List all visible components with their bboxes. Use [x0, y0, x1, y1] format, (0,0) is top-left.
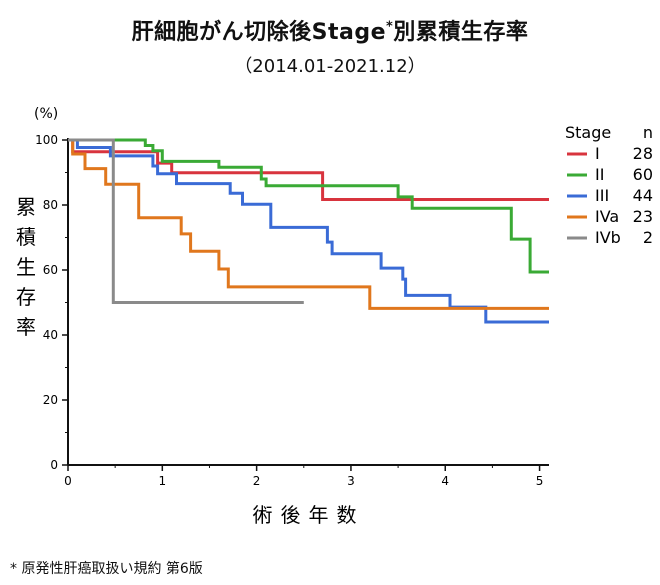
x-tick-label: 3 — [347, 474, 355, 488]
series-line-ii — [68, 138, 549, 274]
series-line-iii — [68, 138, 549, 324]
footnote: * 原発性肝癌取扱い規約 第6版 — [10, 561, 203, 577]
legend-header-stage: Stage — [565, 123, 611, 142]
y-unit-label: (%) — [34, 106, 58, 122]
series-lines — [68, 138, 549, 324]
chart-subtitle: （2014.01-2021.12） — [234, 56, 426, 77]
legend-label: II — [595, 165, 604, 184]
axis-titles: 術後年数 累積生存率 — [16, 195, 365, 527]
legend: Stage n I 28 II 60 III 44 IVa 23 IVb 2 — [565, 123, 653, 247]
series-line-ivb — [68, 138, 304, 304]
x-tick-label: 1 — [158, 474, 166, 488]
legend-label: IVb — [595, 228, 621, 247]
legend-n: 44 — [633, 186, 653, 205]
legend-label: IVa — [595, 207, 619, 226]
legend-n: 2 — [643, 228, 653, 247]
x-axis-title: 術後年数 — [253, 503, 365, 527]
legend-label: III — [595, 186, 609, 205]
y-tick-label: 80 — [43, 198, 58, 212]
legend-n: 28 — [633, 144, 653, 163]
legend-label: I — [595, 144, 600, 163]
x-tick-label: 4 — [441, 474, 449, 488]
x-tick-label: 2 — [253, 474, 261, 488]
legend-header-n: n — [643, 123, 653, 142]
legend-n: 23 — [633, 207, 653, 226]
legend-n: 60 — [633, 165, 653, 184]
chart-title: 肝細胞がん切除後Stage*別累積生存率 — [131, 19, 529, 45]
y-tick-label: 40 — [43, 328, 58, 342]
series-line-iva — [68, 138, 549, 310]
y-axis-title: 累積生存率 — [16, 195, 36, 339]
x-tick-label: 0 — [64, 474, 72, 488]
y-tick-label: 60 — [43, 263, 58, 277]
y-tick-label: 20 — [43, 393, 58, 407]
y-tick-label: 0 — [50, 458, 58, 472]
x-tick-label: 5 — [536, 474, 544, 488]
y-tick-label: 100 — [35, 133, 58, 147]
axes: 0 20 40 60 80 100 0 1 2 3 4 5 (%) — [34, 106, 549, 488]
